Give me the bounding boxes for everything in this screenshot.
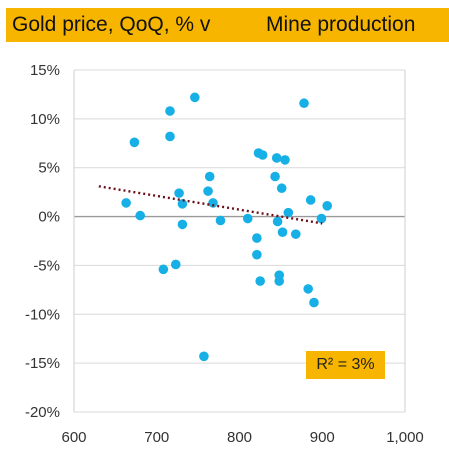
data-point xyxy=(215,215,226,226)
data-point xyxy=(272,216,283,227)
data-point xyxy=(290,229,301,239)
x-tick-label: 900 xyxy=(310,429,335,446)
data-point xyxy=(121,198,131,208)
data-point xyxy=(158,264,169,275)
y-tick-label: -15% xyxy=(25,355,60,372)
data-point xyxy=(283,207,294,218)
x-tick-label: 800 xyxy=(227,429,252,446)
y-tick-label: 15% xyxy=(30,62,60,79)
r-squared-annotation: R² = 3% xyxy=(306,351,385,379)
y-tick-label: -10% xyxy=(25,306,60,323)
data-point xyxy=(135,210,145,221)
chart-title-left: Gold price, QoQ, % v xyxy=(6,8,270,42)
x-tick-label: 1,000 xyxy=(386,429,424,446)
data-point xyxy=(277,227,288,238)
data-point xyxy=(165,131,175,142)
data-point xyxy=(274,276,285,286)
x-tick-label: 700 xyxy=(144,429,169,446)
data-point xyxy=(257,150,268,160)
data-point xyxy=(170,259,181,270)
data-point xyxy=(303,284,313,294)
data-point xyxy=(280,155,290,165)
y-tick-label: -5% xyxy=(33,257,60,274)
y-axis-ticks: 15% 10% 5% 0% -5% -10% -15% -20% xyxy=(25,62,60,421)
data-point xyxy=(276,183,287,194)
data-point xyxy=(129,137,140,148)
data-point xyxy=(242,213,253,224)
data-points xyxy=(121,92,333,362)
data-point xyxy=(177,219,188,230)
data-point xyxy=(204,171,215,182)
data-point xyxy=(203,186,213,196)
data-point xyxy=(208,198,218,208)
y-tick-label: 0% xyxy=(38,209,60,226)
data-point xyxy=(316,213,327,224)
data-point xyxy=(252,233,262,243)
y-tick-label: 10% xyxy=(30,111,60,128)
data-point xyxy=(270,171,280,182)
data-point xyxy=(322,201,333,211)
data-point xyxy=(271,153,282,163)
data-point xyxy=(299,98,309,109)
x-axis-ticks: 600 700 800 900 1,000 xyxy=(61,429,423,446)
gridlines xyxy=(74,69,405,413)
chart-title-right: Mine production xyxy=(260,8,449,42)
data-point xyxy=(255,276,265,286)
data-point xyxy=(165,106,175,116)
data-point xyxy=(199,351,209,362)
data-point xyxy=(309,297,319,308)
data-point xyxy=(174,188,184,198)
data-point xyxy=(252,249,262,260)
data-point xyxy=(305,195,316,205)
data-point xyxy=(177,199,188,209)
y-tick-label: -20% xyxy=(25,404,60,421)
data-point xyxy=(190,92,200,103)
x-tick-label: 600 xyxy=(61,429,86,446)
y-tick-label: 5% xyxy=(38,160,60,177)
